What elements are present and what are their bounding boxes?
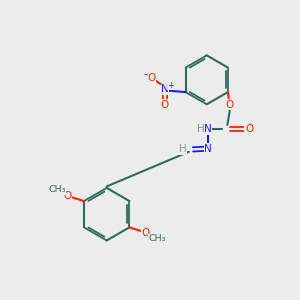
Text: CH₃: CH₃	[48, 185, 66, 194]
Text: N: N	[161, 84, 169, 94]
Text: O: O	[245, 124, 253, 134]
Text: O: O	[147, 73, 156, 83]
Text: O: O	[142, 228, 150, 238]
Text: O: O	[63, 191, 72, 201]
Text: H: H	[196, 124, 204, 134]
Text: +: +	[167, 81, 174, 90]
Text: N: N	[204, 124, 212, 134]
Text: N: N	[204, 144, 212, 154]
Text: O: O	[226, 100, 234, 110]
Text: -: -	[143, 69, 148, 79]
Text: O: O	[161, 100, 169, 110]
Text: H: H	[179, 144, 187, 154]
Text: CH₃: CH₃	[148, 234, 166, 243]
